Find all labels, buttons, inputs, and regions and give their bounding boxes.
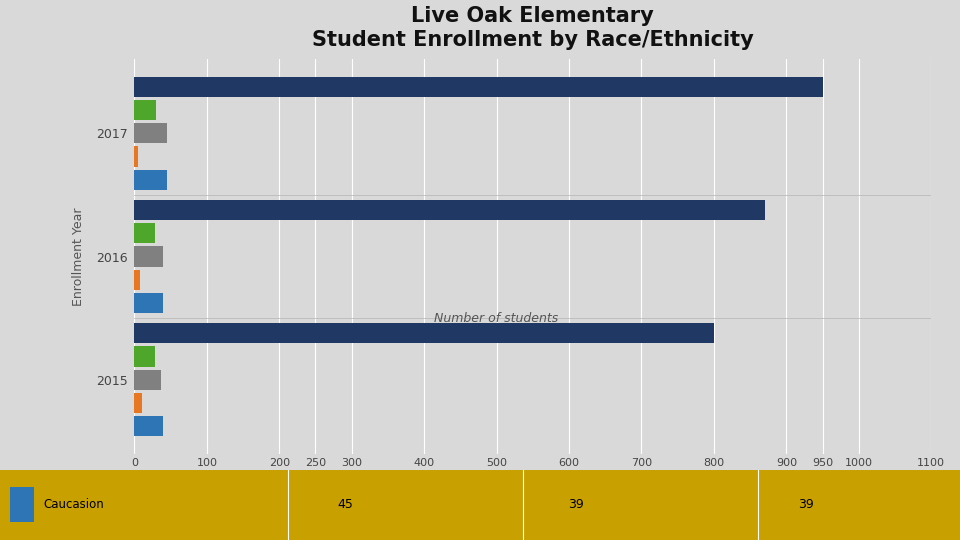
FancyBboxPatch shape [10,487,34,523]
Text: 39: 39 [799,498,814,511]
Bar [134,123,167,144]
Text: Caucasion: Caucasion [43,498,104,511]
Bar [134,223,155,244]
Text: 39: 39 [568,498,584,511]
Text: 45: 45 [338,498,353,511]
Bar [134,369,161,390]
Bar [134,246,162,267]
Bar [134,393,142,413]
Text: Number of students: Number of students [435,312,559,325]
Bar [134,77,823,97]
Y-axis label: Enrollment Year: Enrollment Year [72,207,84,306]
Bar [134,323,714,343]
Bar [134,100,156,120]
Bar [134,200,764,220]
Bar [134,416,162,436]
Title: Live Oak Elementary
Student Enrollment by Race/Ethnicity: Live Oak Elementary Student Enrollment b… [312,6,754,50]
Bar [134,170,167,190]
Bar [134,347,155,367]
Bar [134,269,140,290]
Bar [134,293,162,313]
Bar [134,146,138,166]
